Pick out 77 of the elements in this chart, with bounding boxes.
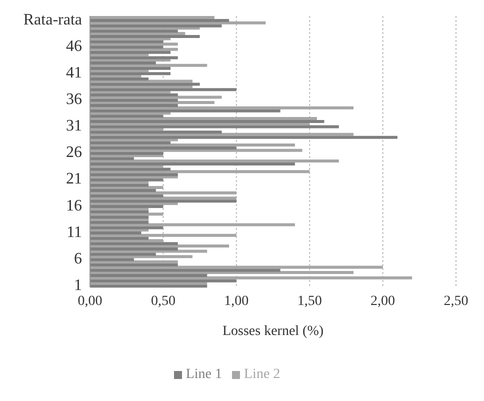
bar	[90, 258, 134, 262]
bar	[90, 276, 412, 280]
bar	[90, 274, 208, 278]
bar	[90, 223, 295, 226]
x-tick-label: 0,50	[150, 294, 176, 309]
bar	[90, 168, 171, 171]
bar	[90, 236, 149, 240]
bar	[90, 159, 339, 162]
bar	[90, 266, 383, 269]
bar	[90, 234, 236, 237]
bar	[90, 30, 178, 33]
bar	[90, 16, 214, 19]
y-tick-label: 1	[74, 277, 82, 294]
bar	[90, 152, 164, 155]
y-tick-label: 41	[66, 64, 82, 82]
y-tick-label: Rata-rata	[23, 11, 82, 28]
y-tick-label: 16	[66, 197, 82, 214]
legend-label: Line 2	[244, 367, 280, 382]
bar	[90, 268, 280, 272]
bar	[90, 82, 200, 86]
bar	[90, 114, 164, 118]
y-tick-label: 46	[66, 38, 82, 55]
bar	[90, 40, 164, 44]
x-tick-label: 2,50	[444, 294, 468, 309]
bar	[90, 80, 192, 83]
bar	[90, 34, 200, 38]
bar	[90, 189, 156, 192]
bar	[90, 104, 178, 108]
bar	[90, 279, 236, 282]
bar	[90, 116, 317, 120]
bar	[90, 263, 178, 266]
x-tick-label: 1,00	[224, 294, 249, 309]
y-tick-label: 36	[66, 91, 82, 108]
bar	[90, 106, 354, 110]
bar	[90, 19, 230, 22]
y-tick-label: 6	[74, 250, 82, 268]
x-tick-label: 2,00	[370, 294, 396, 309]
bar	[90, 50, 171, 54]
bar	[90, 130, 222, 134]
bar	[90, 88, 236, 92]
bar	[90, 232, 142, 235]
y-tick-label: 26	[66, 144, 82, 162]
bar	[90, 120, 324, 123]
bar	[90, 125, 339, 128]
bar	[90, 46, 164, 49]
bar	[90, 56, 178, 60]
y-tick-label: 11	[66, 224, 82, 241]
bar	[90, 132, 354, 136]
bar	[90, 109, 280, 112]
bar	[90, 191, 236, 194]
bar	[90, 136, 398, 139]
bar	[90, 24, 222, 28]
bar	[90, 242, 178, 246]
bar	[90, 260, 178, 264]
bar	[90, 194, 164, 198]
bar	[90, 162, 295, 166]
bar	[90, 72, 171, 76]
bar	[90, 144, 295, 147]
x-axis-title: Losses kernel (%)	[222, 324, 324, 339]
bar	[90, 200, 236, 203]
bar	[90, 226, 164, 230]
bar	[90, 157, 134, 160]
bar	[90, 62, 156, 65]
x-tick-label: 0,00	[78, 294, 102, 309]
bar	[90, 141, 171, 144]
bar	[90, 210, 149, 214]
bar	[90, 64, 208, 67]
bar	[90, 252, 156, 256]
y-tick-label: 31	[66, 118, 82, 135]
legend-label: Line 1	[186, 367, 222, 382]
x-tick-label: 1,50	[297, 294, 322, 309]
bar	[90, 184, 149, 187]
bar	[90, 284, 208, 288]
y-tick-label: 21	[66, 170, 82, 188]
bar	[90, 98, 178, 102]
bar	[90, 146, 236, 150]
bar	[90, 66, 171, 70]
